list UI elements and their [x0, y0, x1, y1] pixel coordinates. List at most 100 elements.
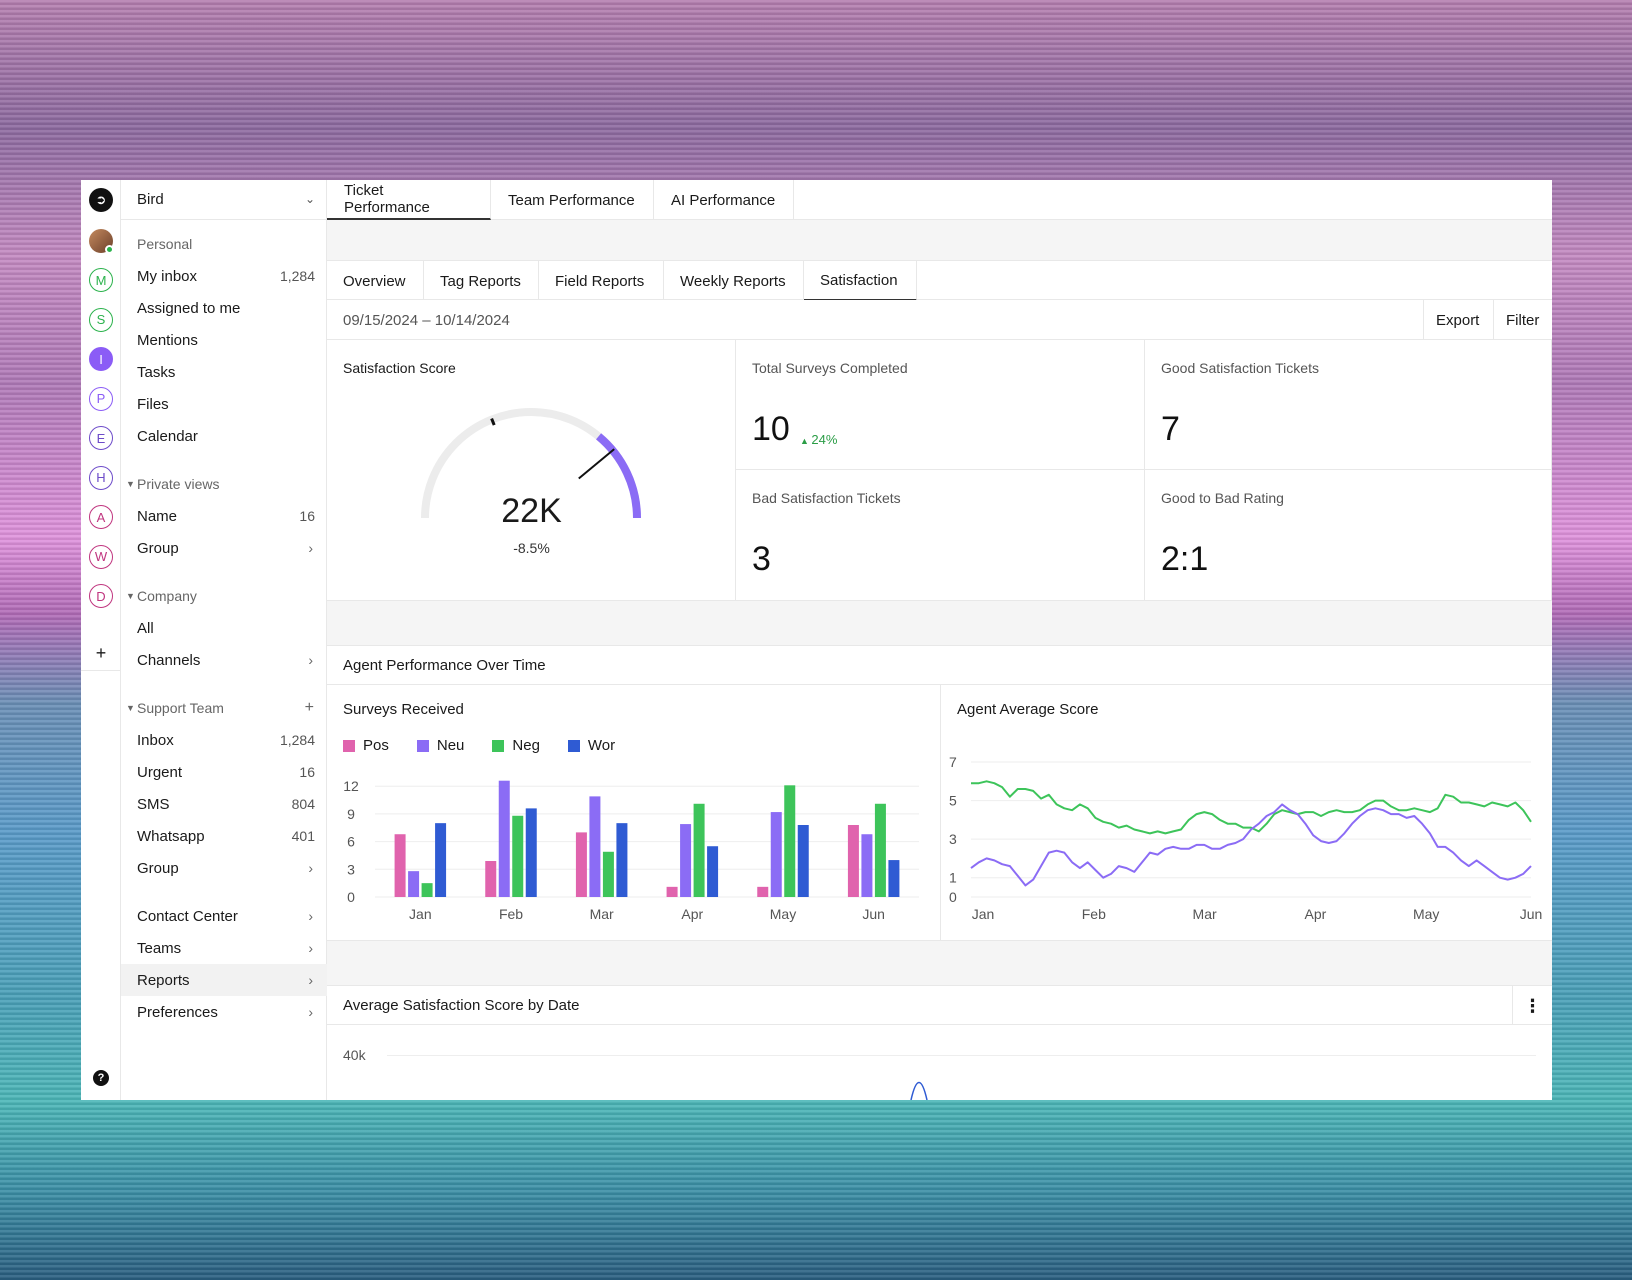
workspace-p-icon[interactable]: P: [89, 386, 113, 411]
nav-label: All: [137, 619, 154, 637]
legend-item[interactable]: Neu: [416, 737, 464, 754]
y-tick-label: 9: [347, 806, 355, 822]
x-tick-label: Jan: [972, 906, 995, 922]
legend-item[interactable]: Neg: [492, 737, 540, 754]
chevron-down-icon: ⌄: [304, 192, 315, 206]
tab-field-reports[interactable]: Field Reports: [539, 261, 664, 301]
nav-label: Contact Center: [137, 907, 238, 925]
nav-preferences[interactable]: Preferences ›: [121, 996, 327, 1028]
nav-files[interactable]: Files: [121, 388, 327, 420]
bar-pos-may[interactable]: [757, 886, 769, 897]
tab-ticket-performance[interactable]: Ticket Performance: [327, 180, 491, 220]
nav-st-inbox[interactable]: Inbox 1,284: [121, 724, 327, 756]
bar-neg-jun[interactable]: [874, 803, 886, 897]
bar-pos-apr[interactable]: [666, 886, 678, 897]
bar-pos-jan[interactable]: [394, 834, 406, 897]
workspace-a-icon[interactable]: A: [89, 505, 113, 529]
chevron-right-icon: ›: [308, 540, 313, 556]
bar-neg-jan[interactable]: [421, 883, 433, 897]
workspace-name: Bird: [137, 191, 164, 208]
line-series-2[interactable]: [970, 803, 1532, 887]
y-tick-label: 5: [949, 793, 957, 809]
filter-button[interactable]: Filter: [1493, 300, 1552, 340]
nav-pv-name[interactable]: Name 16: [121, 500, 327, 532]
nav-label: My inbox: [137, 267, 198, 285]
bird-logo-icon[interactable]: ➲: [89, 188, 113, 212]
nav-label: Channels: [137, 651, 201, 669]
add-icon[interactable]: +: [304, 699, 314, 716]
y-tick-label: 40k: [343, 1047, 366, 1063]
bar-pos-feb[interactable]: [485, 861, 497, 897]
workspace-switcher[interactable]: Bird ⌄: [121, 180, 327, 220]
bar-neg-feb[interactable]: [512, 815, 524, 897]
nav-company-channels[interactable]: Channels ›: [121, 644, 327, 676]
tab-tag-reports[interactable]: Tag Reports: [424, 261, 539, 301]
workspace-d-icon[interactable]: D: [89, 584, 113, 608]
tab-satisfaction[interactable]: Satisfaction: [804, 261, 917, 301]
section-company[interactable]: ▼ Company: [121, 580, 327, 612]
nav-company-all[interactable]: All: [121, 612, 327, 644]
section-label: Support Team: [137, 700, 224, 716]
bar-wor-mar[interactable]: [616, 823, 628, 897]
nav-my-inbox[interactable]: My inbox 1,284: [121, 260, 327, 292]
export-button[interactable]: Export: [1423, 300, 1493, 340]
nav-contact-center[interactable]: Contact Center ›: [121, 900, 327, 932]
total-surveys-card: Total Surveys Completed 10 ▲ 24%: [736, 340, 1145, 470]
online-status-icon: [105, 245, 114, 254]
workspace-i-icon[interactable]: I: [89, 347, 113, 371]
bar-wor-feb[interactable]: [525, 808, 537, 897]
nav-calendar[interactable]: Calendar: [121, 420, 327, 452]
nav-mentions[interactable]: Mentions: [121, 324, 327, 356]
legend-item[interactable]: Wor: [567, 737, 615, 754]
arrow-up-icon: ▲: [800, 436, 812, 446]
workspace-h-icon[interactable]: H: [89, 465, 113, 490]
bar-wor-apr[interactable]: [707, 846, 719, 897]
date-range[interactable]: 09/15/2024 – 10/14/2024: [343, 312, 510, 329]
tab-ai-performance[interactable]: AI Performance: [654, 180, 794, 220]
bar-neu-apr[interactable]: [680, 824, 692, 897]
add-workspace-icon[interactable]: +: [95, 642, 107, 663]
bar-neu-may[interactable]: [770, 812, 782, 897]
legend-item[interactable]: Pos: [343, 737, 389, 754]
bar-neg-apr[interactable]: [693, 803, 705, 897]
bar-pos-mar[interactable]: [575, 832, 587, 897]
nav-st-urgent[interactable]: Urgent 16: [121, 756, 327, 788]
tab-team-performance[interactable]: Team Performance: [491, 180, 654, 220]
chart-title: Surveys Received: [343, 701, 464, 718]
bar-neu-feb[interactable]: [498, 780, 510, 897]
bar-wor-jun[interactable]: [888, 860, 900, 897]
section-support-team[interactable]: ▼ Support Team +: [121, 692, 327, 724]
nav-teams[interactable]: Teams ›: [121, 932, 327, 964]
workspace-s-icon[interactable]: S: [89, 307, 113, 332]
nav-st-sms[interactable]: SMS 804: [121, 788, 327, 820]
chart-legend: Pos Neu Neg Wor: [343, 737, 615, 754]
nav-label: Teams: [137, 939, 182, 957]
workspace-e-icon[interactable]: E: [89, 426, 113, 450]
line-series-1[interactable]: [971, 780, 1532, 835]
bar-neu-jan[interactable]: [408, 871, 420, 897]
bar-pos-jun[interactable]: [847, 825, 859, 897]
tab-weekly-reports[interactable]: Weekly Reports: [664, 261, 804, 301]
x-tick-label: Feb: [499, 906, 523, 922]
section-label: Private views: [137, 476, 220, 492]
nav-assigned-to-me[interactable]: Assigned to me: [121, 292, 327, 324]
tab-overview[interactable]: Overview: [327, 261, 424, 301]
nav-st-group[interactable]: Group ›: [121, 852, 327, 884]
bar-neg-mar[interactable]: [602, 851, 614, 897]
bar-neu-mar[interactable]: [589, 796, 601, 897]
bar-wor-jan[interactable]: [435, 823, 447, 897]
nav-st-whatsapp[interactable]: Whatsapp 401: [121, 820, 327, 852]
section-private-views[interactable]: ▼ Private views: [121, 468, 327, 500]
user-avatar[interactable]: [89, 229, 114, 254]
workspace-w-icon[interactable]: W: [89, 544, 113, 569]
nav-pv-group[interactable]: Group ›: [121, 532, 327, 564]
bar-neg-may[interactable]: [784, 785, 796, 897]
bar-wor-may[interactable]: [797, 825, 809, 897]
workspace-m-icon[interactable]: M: [89, 268, 113, 292]
more-options-icon[interactable]: ⋮: [1512, 986, 1552, 1026]
nav-reports[interactable]: Reports ›: [121, 964, 327, 996]
bar-neu-jun[interactable]: [861, 834, 873, 897]
nav-label: Whatsapp: [137, 827, 205, 845]
help-icon[interactable]: ?: [93, 1070, 109, 1086]
nav-tasks[interactable]: Tasks: [121, 356, 327, 388]
